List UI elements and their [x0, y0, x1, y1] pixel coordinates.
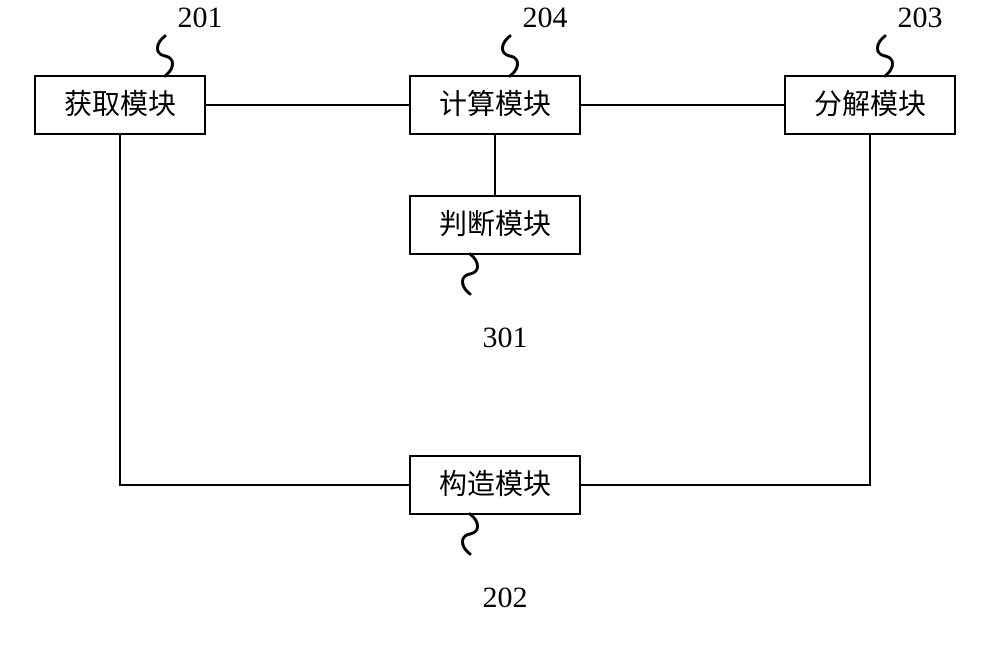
node-decompose-leader [878, 36, 893, 76]
edge-acquire-construct [120, 134, 410, 485]
node-judge-label: 判断模块 [439, 208, 551, 240]
node-construct-id: 202 [483, 581, 528, 614]
node-acquire-id: 201 [178, 1, 223, 34]
node-judge-leader [463, 254, 478, 294]
edge-decompose-construct [580, 134, 870, 485]
node-acquire-label: 获取模块 [64, 88, 176, 120]
node-construct-label: 构造模块 [439, 468, 551, 500]
node-compute-id: 204 [523, 1, 568, 34]
node-decompose-id: 203 [898, 1, 943, 34]
node-decompose-label: 分解模块 [814, 88, 926, 120]
node-judge-id: 301 [483, 321, 528, 354]
node-construct-leader [463, 514, 478, 554]
module-diagram: 获取模块 201 计算模块 204 分解模块 203 判断模块 301 构造模块 202 [0, 0, 1000, 651]
node-acquire: 获取模块 201 [35, 1, 223, 134]
nodes-group: 获取模块 201 计算模块 204 分解模块 203 判断模块 301 构造模块 202 [35, 1, 955, 614]
node-compute-label: 计算模块 [439, 88, 551, 120]
edges-group [120, 105, 870, 485]
node-acquire-leader [158, 36, 173, 76]
node-decompose: 分解模块 203 [785, 1, 955, 134]
node-judge: 判断模块 301 [410, 196, 580, 354]
node-compute-leader [503, 36, 518, 76]
node-construct: 构造模块 202 [410, 456, 580, 614]
node-compute: 计算模块 204 [410, 1, 580, 134]
